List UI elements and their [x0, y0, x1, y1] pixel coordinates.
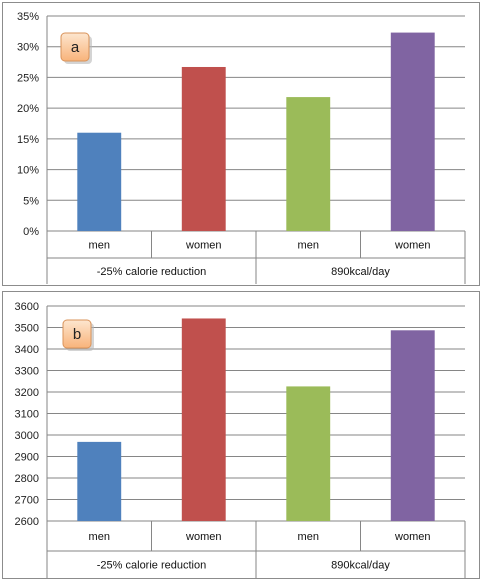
category-label: women — [185, 240, 221, 252]
y-tick-label: 3300 — [15, 366, 39, 378]
y-tick-label: 3600 — [15, 301, 39, 313]
bar — [77, 132, 122, 231]
y-tick-label: 2900 — [15, 452, 39, 464]
chart-panel-a: 0% 5% 10% 15% 20% 25% 30% 35% men women men women -2… — [2, 2, 480, 286]
group-label: 890kcal/day — [331, 560, 390, 572]
y-tick-label: 3500 — [15, 323, 39, 335]
category-label: men — [89, 240, 110, 252]
bar — [390, 32, 435, 231]
category-label: men — [298, 531, 319, 543]
y-tick-label: 20% — [17, 103, 39, 115]
bar — [286, 386, 331, 521]
panel-badge — [60, 32, 90, 62]
y-tick-label: 3000 — [15, 430, 39, 442]
y-tick-label: 0% — [23, 226, 39, 238]
y-tick-label: 2700 — [15, 495, 39, 507]
group-label: -25% calorie reduction — [97, 266, 206, 278]
y-tick-label: 2800 — [15, 473, 39, 485]
panel-badge — [62, 319, 92, 349]
y-tick-label: 25% — [17, 72, 39, 84]
y-tick-label: 3100 — [15, 409, 39, 421]
y-tick-label: 35% — [17, 11, 39, 23]
y-tick-label: 3400 — [15, 344, 39, 356]
chart-a-svg: 0% 5% 10% 15% 20% 25% 30% 35% men women men women -2… — [17, 11, 466, 284]
y-tick-label: 2600 — [15, 516, 39, 528]
bar — [77, 441, 122, 521]
bar — [390, 330, 435, 521]
panel-badge-label: a — [71, 39, 80, 56]
y-tick-label: 5% — [23, 195, 39, 207]
bar — [181, 66, 226, 231]
category-label: women — [394, 531, 430, 543]
chart-b-svg: 2600 2700 2800 2900 3000 3100 3200 3300 3400 3500… — [15, 301, 466, 578]
category-label: women — [185, 531, 221, 543]
group-label: -25% calorie reduction — [97, 560, 206, 572]
panel-badge-label: b — [73, 326, 81, 343]
bar — [286, 97, 331, 231]
group-label: 890kcal/day — [331, 266, 390, 278]
y-tick-label: 30% — [17, 42, 39, 54]
y-tick-label: 10% — [17, 165, 39, 177]
chart-panel-b: 2600 2700 2800 2900 3000 3100 3200 3300 3400 3500… — [2, 291, 480, 579]
category-label: men — [89, 531, 110, 543]
category-label: women — [394, 240, 430, 252]
bar — [181, 318, 226, 521]
y-tick-label: 3200 — [15, 387, 39, 399]
y-tick-label: 15% — [17, 134, 39, 146]
category-label: men — [298, 240, 319, 252]
